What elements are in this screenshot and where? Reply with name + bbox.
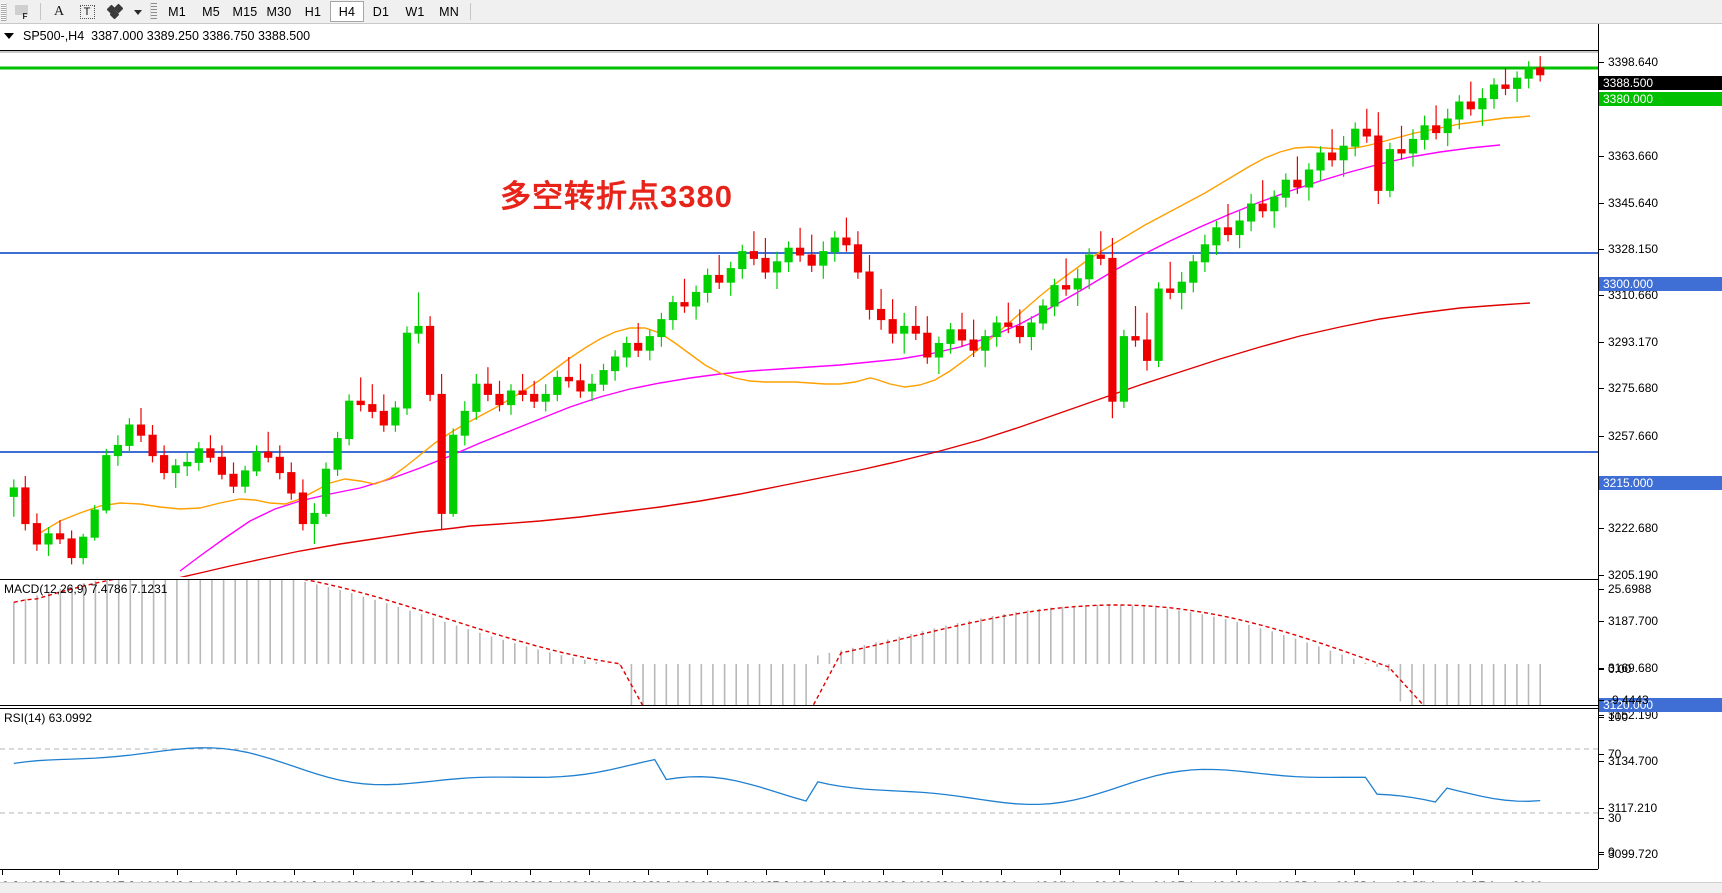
price-highlight-label: 3388.500 bbox=[1599, 76, 1722, 90]
rsi-title: RSI(14) 63.0992 bbox=[4, 711, 93, 725]
ma-fast-path bbox=[39, 115, 1531, 534]
price-tick: 3328.150 bbox=[1599, 243, 1658, 256]
price-plot-svg bbox=[0, 51, 1598, 577]
macd-tick: 25.6988 bbox=[1599, 583, 1651, 596]
timeframe-h4[interactable]: H4 bbox=[330, 1, 364, 22]
objects-icon[interactable] bbox=[102, 1, 128, 23]
chart-menu-caret-icon[interactable] bbox=[4, 33, 14, 39]
price-tick: 3222.680 bbox=[1599, 522, 1658, 535]
price-highlight-label: 3215.000 bbox=[1599, 476, 1722, 490]
chevron-down-icon[interactable] bbox=[130, 1, 146, 23]
ma-mid-path bbox=[179, 144, 1501, 572]
price-tick: 3363.660 bbox=[1599, 150, 1658, 163]
time-scale-line bbox=[0, 869, 1598, 870]
timeframe-m5[interactable]: M5 bbox=[202, 4, 220, 19]
price-tick: 3275.680 bbox=[1599, 382, 1658, 395]
main-toolbar: F A T M1 M5 M15 M30 H1 H4 D1 W1 MN bbox=[0, 0, 1722, 24]
macd-tick: 0.00 bbox=[1599, 663, 1631, 676]
status-bar bbox=[0, 882, 1722, 893]
symbol-header: SP500-,H4 3387.000 3389.250 3386.750 338… bbox=[0, 26, 310, 46]
price-tick: 3205.190 bbox=[1599, 569, 1658, 582]
toolbar-divider bbox=[40, 3, 41, 20]
price-highlight-label: 3120.000 bbox=[1599, 698, 1722, 712]
symbol-ohlc: 3387.000 3389.250 3386.750 3388.500 bbox=[91, 29, 311, 43]
price-tick: 3117.210 bbox=[1599, 802, 1657, 815]
symbol-name: SP500-,H4 bbox=[23, 29, 85, 43]
timeframe-h1[interactable]: H1 bbox=[304, 4, 322, 19]
timeframe-m1[interactable]: M1 bbox=[168, 4, 186, 19]
timeframe-m30[interactable]: M30 bbox=[266, 4, 292, 19]
price-tick: 3398.640 bbox=[1599, 56, 1658, 69]
macd-title: MACD(12,26,9) 7.4786 7.1231 bbox=[4, 582, 168, 596]
ma-slow-path bbox=[179, 302, 1531, 577]
text-A-icon[interactable]: A bbox=[53, 4, 65, 19]
toolbar-drag-handle[interactable] bbox=[1, 2, 7, 21]
rsi-line-path bbox=[13, 747, 1541, 806]
price-scale[interactable]: 3398.640 3363.660 3345.640 3328.150 3310.660… bbox=[1599, 50, 1722, 863]
rsi-plot-svg bbox=[0, 747, 1598, 814]
price-tick: 3293.170 bbox=[1599, 336, 1658, 349]
macd-pane[interactable] bbox=[0, 579, 1598, 706]
timeframe-toolbar-handle[interactable] bbox=[150, 3, 157, 20]
fgrid-icon[interactable]: F bbox=[9, 1, 35, 23]
macd-plot-svg bbox=[13, 580, 1541, 705]
price-tick: 3187.700 bbox=[1599, 615, 1658, 628]
price-tick: 3169.680 bbox=[1599, 662, 1658, 675]
price-tick: 3257.660 bbox=[1599, 430, 1658, 443]
timeframe-m15[interactable]: M15 bbox=[232, 4, 258, 19]
price-axis-divider bbox=[1598, 24, 1599, 869]
macd-histogram bbox=[13, 580, 1541, 705]
price-tick: 3345.640 bbox=[1599, 197, 1658, 210]
rsi-pane[interactable] bbox=[0, 708, 1598, 863]
text-label-icon[interactable]: T bbox=[74, 1, 100, 23]
chart-annotation-text: 多空转折点3380 bbox=[500, 179, 733, 214]
timeframe-d1[interactable]: D1 bbox=[372, 4, 390, 19]
price-pane[interactable]: 多空转折点3380 bbox=[0, 50, 1598, 577]
price-highlight-label: 3300.000 bbox=[1599, 277, 1722, 291]
macd-tick: -9.4443 bbox=[1599, 694, 1649, 707]
candlestick-series bbox=[9, 56, 1545, 565]
chart-area: SP500-,H4 3387.000 3389.250 3386.750 338… bbox=[0, 24, 1722, 893]
price-tick: 3099.720 bbox=[1599, 848, 1658, 861]
price-highlight-label: 3380.000 bbox=[1599, 92, 1722, 106]
timeframe-mn[interactable]: MN bbox=[439, 4, 459, 19]
rsi-tick: 70 bbox=[1599, 748, 1621, 761]
rsi-tick: 100 bbox=[1599, 711, 1628, 724]
timeframe-w1[interactable]: W1 bbox=[405, 4, 425, 19]
price-tick: 3310.660 bbox=[1599, 289, 1658, 302]
rsi-tick: 0 bbox=[1599, 846, 1615, 859]
rsi-tick: 30 bbox=[1599, 812, 1621, 825]
price-tick: 3134.700 bbox=[1599, 755, 1658, 768]
toolbar-divider-end bbox=[470, 3, 471, 20]
macd-signal-line bbox=[13, 580, 1425, 705]
